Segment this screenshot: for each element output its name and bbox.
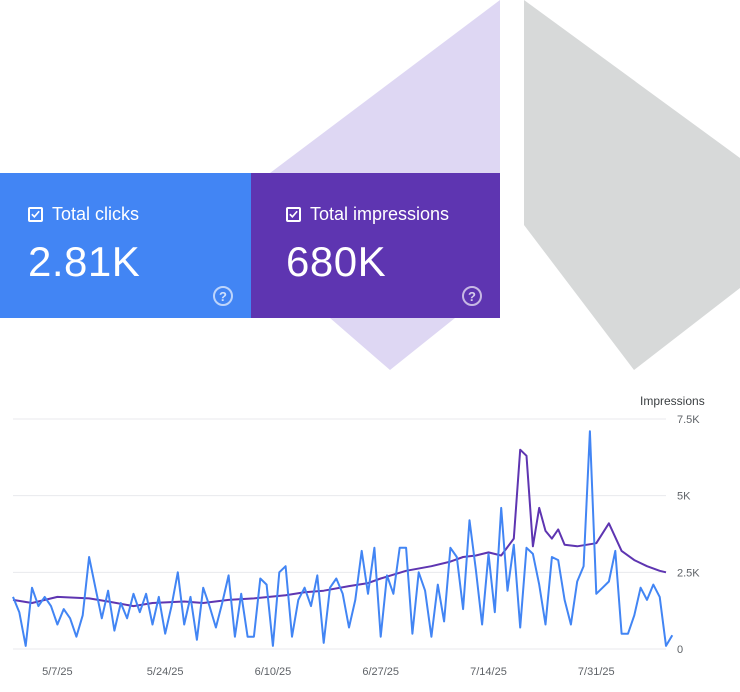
impressions-axis-title: Impressions — [640, 394, 705, 408]
y-tick-label: 0 — [677, 644, 683, 656]
x-tick-label: 7/31/25 — [578, 666, 615, 678]
impressions-series-line — [12, 448, 667, 608]
performance-chart: 0 2.5K 5K 7.5K 5/7/25 5/24/25 6/10/25 6/27/25 7/… — [12, 414, 700, 678]
total-clicks-label: Total clicks — [52, 204, 140, 224]
total-impressions-card[interactable]: Total impressions 680K ? — [251, 173, 500, 318]
x-tick-label: 5/24/25 — [147, 666, 184, 678]
x-tick-label: 6/27/25 — [362, 666, 399, 678]
checkbox-checked-icon[interactable] — [286, 206, 301, 222]
x-tick-label: 7/14/25 — [470, 666, 507, 678]
x-tick-label: 6/10/25 — [255, 666, 292, 678]
y-tick-label: 2.5K — [677, 567, 700, 579]
checkbox-checked-icon[interactable] — [28, 206, 43, 222]
total-clicks-card[interactable]: Total clicks 2.81K ? — [0, 173, 251, 318]
help-circle-icon[interactable]: ? — [213, 286, 233, 306]
help-circle-icon[interactable]: ? — [462, 286, 482, 306]
x-tick-label: 5/7/25 — [42, 666, 73, 678]
total-clicks-value: 2.81K — [28, 238, 141, 285]
gray-shape — [524, 0, 740, 370]
y-tick-label: 7.5K — [677, 414, 700, 426]
total-impressions-label: Total impressions — [310, 204, 450, 224]
y-tick-label: 5K — [677, 491, 691, 503]
clicks-series-line — [12, 430, 674, 647]
total-impressions-value: 680K — [286, 238, 387, 285]
